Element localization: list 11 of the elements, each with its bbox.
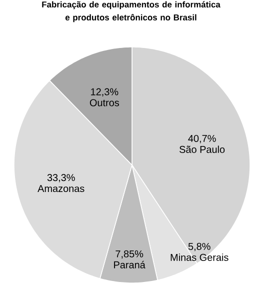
data-label: 40,7% bbox=[188, 134, 216, 144]
data-label: 33,3% bbox=[47, 174, 75, 182]
slice-label: Amazonas bbox=[38, 185, 84, 192]
data-label: 5,8% bbox=[188, 242, 210, 252]
data-label: 7,85% bbox=[116, 250, 144, 259]
chart-title: Fabricação de equipamentos de informática e produtos eletrônicos no Brasil bbox=[42, 1, 220, 22]
slice-label: Minas Gerais bbox=[170, 254, 228, 261]
slice-label: Paraná bbox=[114, 260, 146, 268]
slice-label: São Paulo bbox=[180, 146, 225, 153]
data-label: 12,3% bbox=[91, 88, 118, 96]
slice-label: Outros bbox=[90, 99, 120, 106]
